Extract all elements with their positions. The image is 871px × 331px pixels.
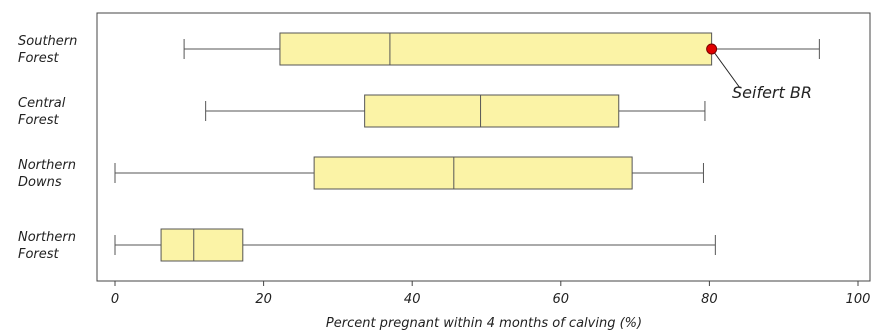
x-tick-label: 0 [111, 292, 119, 307]
category-label: Northern Forest [18, 230, 76, 262]
box-plot-item [183, 32, 820, 66]
annotation-label: Seifert BR [732, 83, 812, 102]
annotation-leader-line [714, 52, 741, 89]
category-label: Northern Downs [18, 158, 76, 190]
box-series [114, 32, 820, 262]
x-tick-label: 40 [404, 292, 421, 307]
x-axis-title: Percent pregnant within 4 months of calv… [326, 316, 642, 331]
x-tick-label: 20 [255, 292, 272, 307]
category-labels: Southern Forest Central Forest Northern Downs… [18, 34, 77, 262]
highlight-point [706, 43, 718, 55]
annotation: Seifert BR [706, 43, 812, 102]
box-plot-item [114, 228, 716, 262]
iqr-box [364, 94, 620, 128]
box-plot-item [205, 94, 706, 128]
category-label: Central Forest [18, 96, 66, 128]
box-plot-item [114, 156, 704, 190]
category-label: Southern Forest [18, 34, 77, 66]
iqr-box [279, 32, 713, 66]
iqr-box [160, 228, 244, 262]
x-tick-label: 80 [701, 292, 718, 307]
x-tick-label: 60 [553, 292, 570, 307]
x-axis: 0 20 40 60 80 100 [111, 281, 871, 307]
iqr-box [313, 156, 633, 190]
x-tick-label: 100 [846, 292, 871, 307]
plot-area-frame [96, 12, 871, 282]
